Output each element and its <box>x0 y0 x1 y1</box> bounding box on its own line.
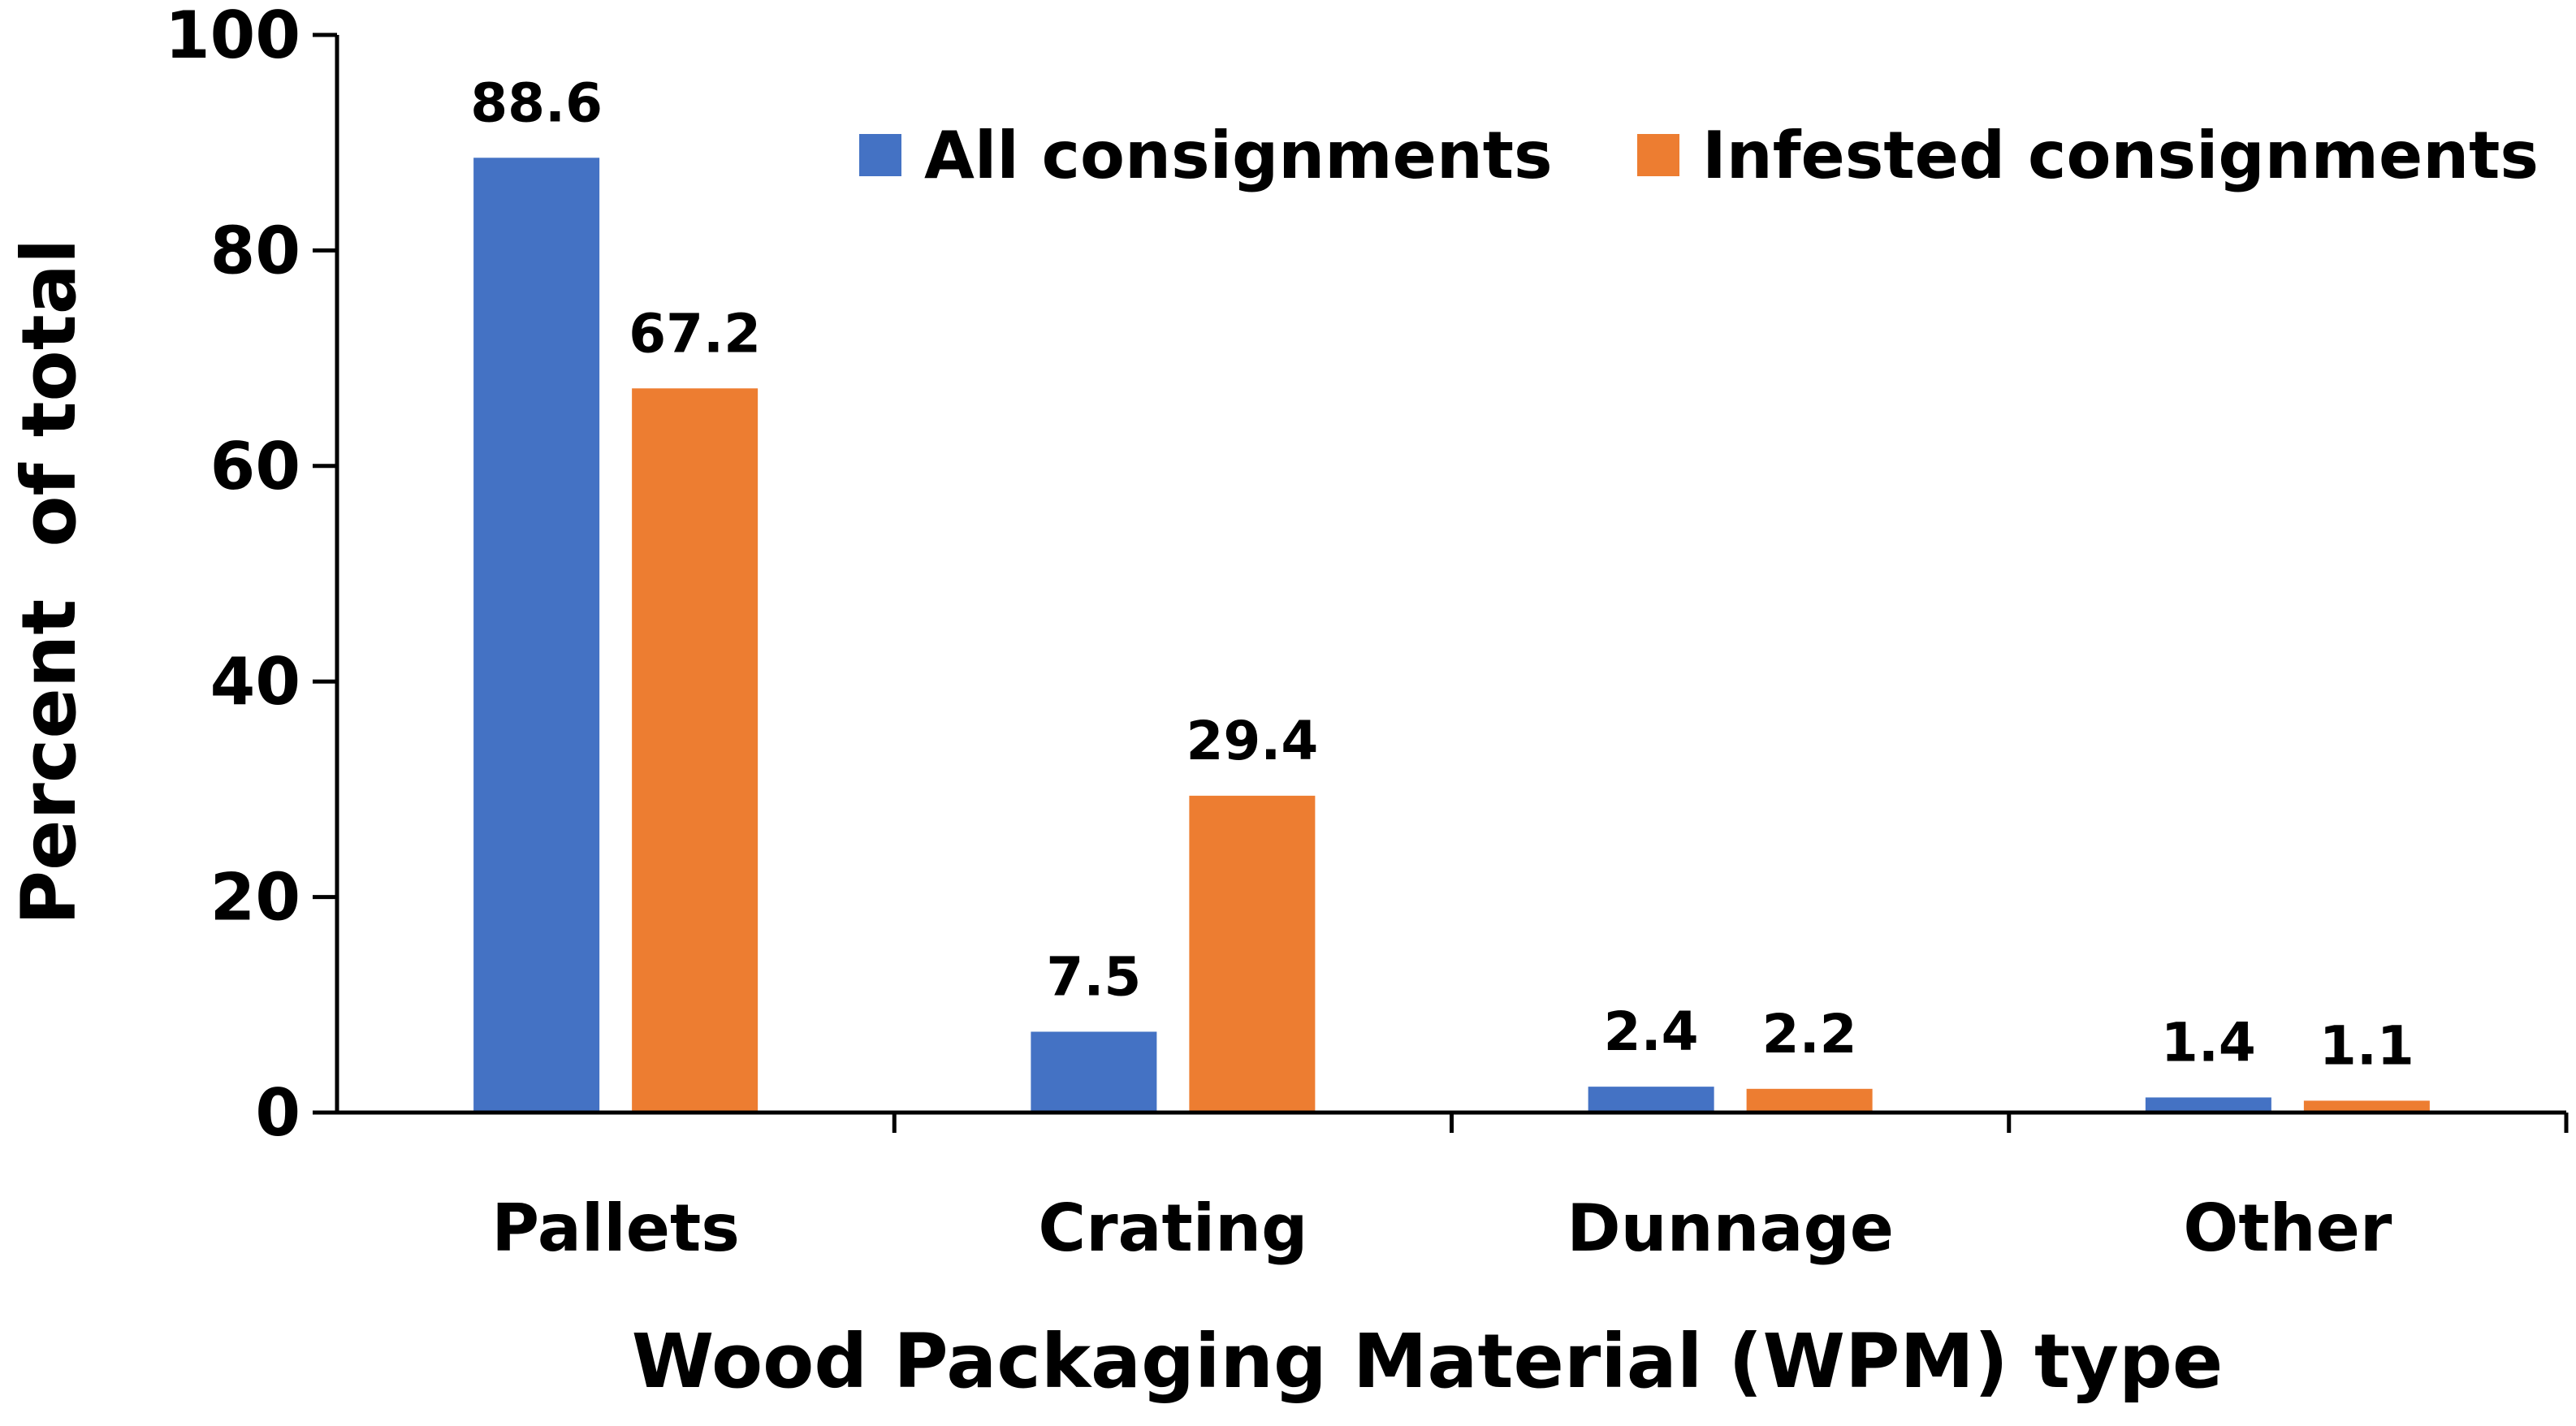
data-labels: 88.6 7.5 2.4 1.4 67.2 29.4 2.2 1.1 <box>470 71 2414 1077</box>
y-axis-title: Percent of total <box>6 239 93 926</box>
y-tick-label: 0 <box>255 1075 300 1151</box>
bar <box>632 388 759 1113</box>
data-label: 2.4 <box>1604 1000 1699 1063</box>
legend-swatch <box>1637 134 1679 176</box>
y-tick-label: 80 <box>210 213 300 288</box>
legend-swatch <box>859 134 901 176</box>
x-category-label: Crating <box>1038 1190 1307 1266</box>
bar <box>1746 1088 1873 1113</box>
data-label: 1.4 <box>2161 1011 2256 1074</box>
bar <box>473 158 600 1113</box>
data-label: 7.5 <box>1046 945 1141 1008</box>
bar-series <box>473 158 2430 1113</box>
data-label: 1.1 <box>2319 1014 2414 1077</box>
y-tick-label: 100 <box>165 0 300 73</box>
data-label: 67.2 <box>629 302 761 365</box>
x-axis-title: Wood Packaging Material (WPM) type <box>632 1318 2223 1405</box>
bar <box>2145 1097 2271 1113</box>
y-tick-label: 60 <box>210 429 300 504</box>
x-category-label: Dunnage <box>1567 1190 1894 1266</box>
bar <box>1588 1087 1714 1113</box>
legend: All consignments Infested consignments <box>859 118 2539 193</box>
x-axis-ticks: Pallets Crating Dunnage Other <box>491 1113 2569 1266</box>
data-label: 29.4 <box>1186 710 1318 772</box>
x-category-label: Pallets <box>491 1190 739 1266</box>
bar <box>2303 1100 2430 1113</box>
x-category-label: Other <box>2183 1190 2392 1266</box>
bar <box>1031 1031 1157 1113</box>
bar <box>1189 795 1316 1113</box>
data-label: 88.6 <box>470 71 603 134</box>
data-label: 2.2 <box>1762 1003 1857 1065</box>
y-tick-label: 20 <box>210 860 300 936</box>
y-axis-ticks: 0 20 40 60 80 100 <box>165 0 337 1151</box>
legend-label: Infested consignments <box>1702 118 2539 193</box>
y-tick-label: 40 <box>210 644 300 719</box>
legend-label: All consignments <box>924 118 1553 193</box>
